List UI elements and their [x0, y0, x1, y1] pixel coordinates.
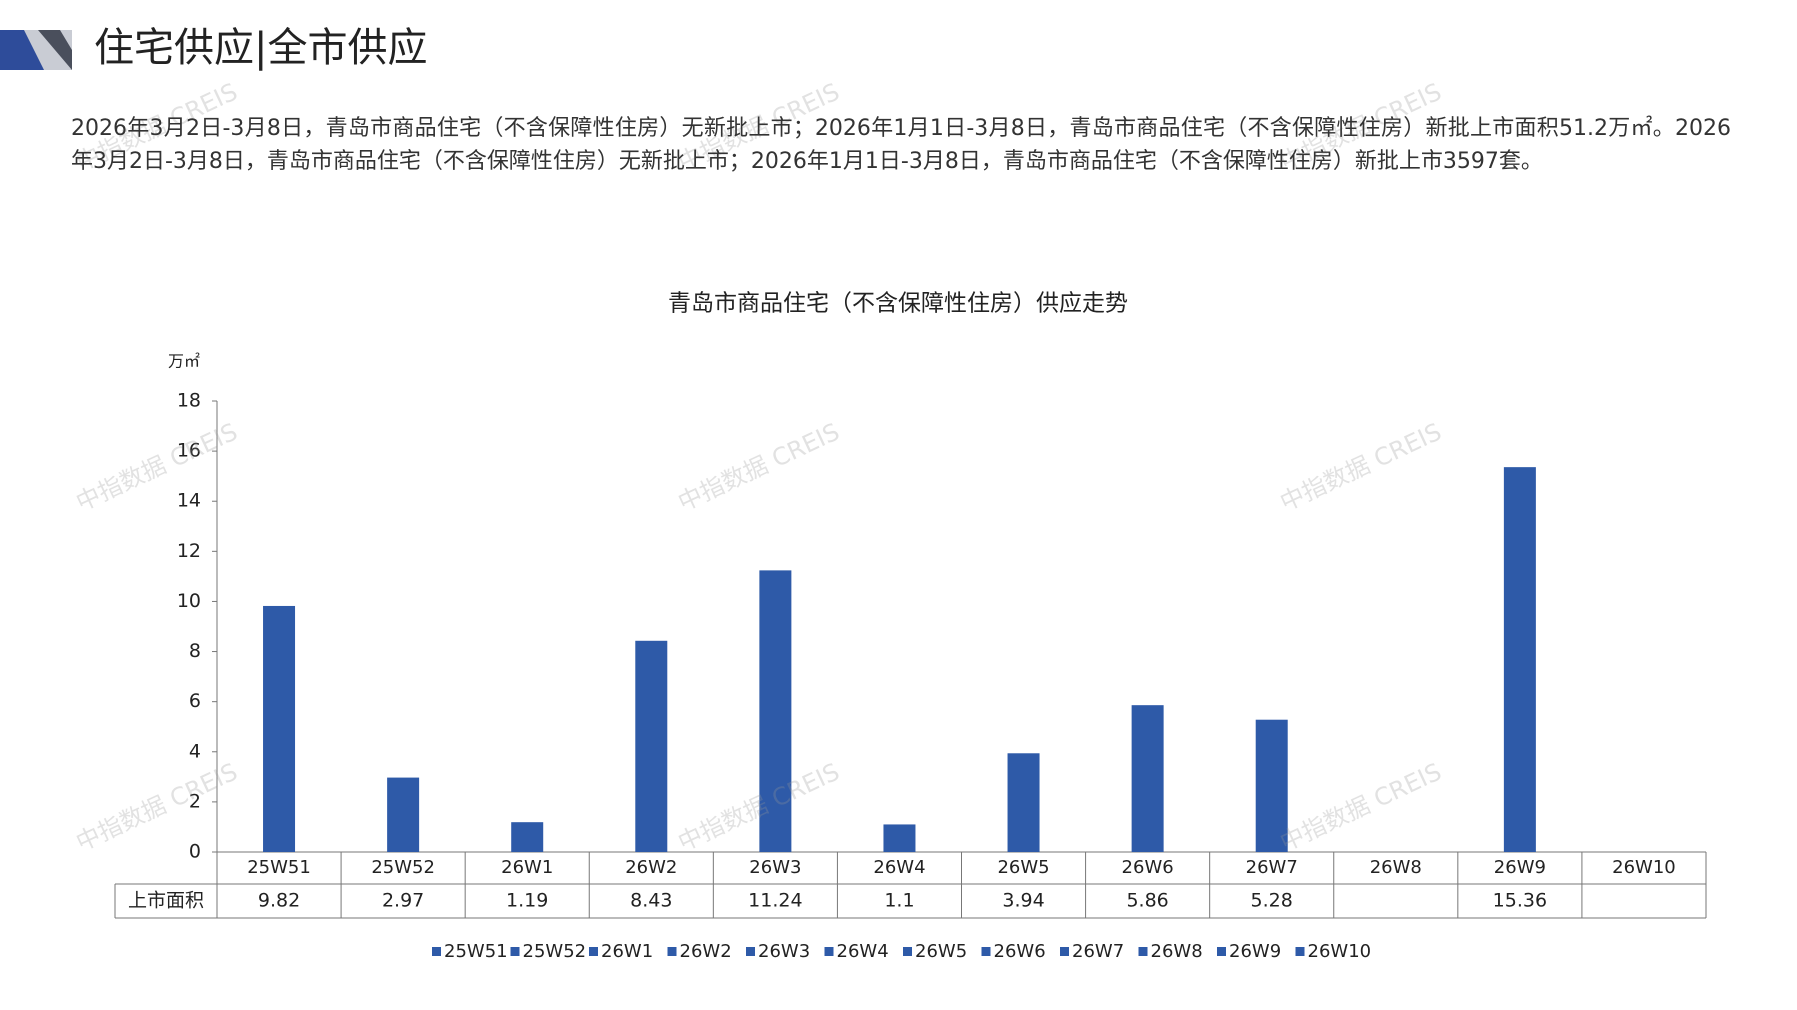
- x-tick-label: 26W8: [1370, 857, 1422, 878]
- legend-label: 26W2: [680, 941, 732, 962]
- value-label: 11.24: [748, 890, 802, 912]
- x-tick-label: 26W7: [1246, 857, 1298, 878]
- legend-label: 26W9: [1229, 941, 1281, 962]
- bar: [883, 824, 916, 852]
- value-label: 9.82: [258, 890, 300, 912]
- value-label: 15.36: [1493, 890, 1547, 912]
- x-tick-label: 25W52: [371, 857, 435, 878]
- legend-label: 26W4: [837, 941, 889, 962]
- legend-label: 26W6: [994, 941, 1046, 962]
- legend-swatch: [589, 947, 598, 956]
- summary: 2026年3月2日-3月8日，青岛市商品住宅（不含保障性住房）无新批上市；202…: [71, 116, 1731, 174]
- legend-label: 26W5: [915, 941, 967, 962]
- legend-swatch: [1217, 947, 1226, 956]
- y-tick-label: 12: [177, 540, 201, 562]
- bar: [1007, 753, 1040, 852]
- y-tick-label: 6: [189, 690, 201, 712]
- legend-swatch: [1295, 947, 1305, 956]
- x-tick-label: 26W5: [997, 857, 1049, 878]
- watermark: 中指数据 CREIS: [674, 758, 844, 857]
- x-tick-label: 26W2: [625, 857, 677, 878]
- bar: [511, 822, 544, 852]
- watermark: 中指数据 CREIS: [674, 418, 844, 517]
- y-tick-label: 2: [189, 790, 201, 812]
- legend-label: 26W3: [758, 941, 810, 962]
- legend-swatch: [667, 947, 677, 956]
- chart-title: 青岛市商品住宅（不含保障性住房）供应走势: [668, 291, 1128, 317]
- legend-label: 25W52: [523, 941, 587, 962]
- bar: [1131, 705, 1164, 852]
- value-label: 1.1: [884, 890, 914, 912]
- legend-label: 26W10: [1308, 941, 1372, 962]
- legend-swatch: [981, 947, 991, 956]
- watermark: 中指数据 CREIS: [72, 758, 242, 857]
- legend-label: 25W51: [444, 941, 508, 962]
- legend-label: 26W8: [1151, 941, 1203, 962]
- value-label: 8.43: [630, 890, 672, 912]
- table-row-label: 上市面积: [128, 890, 204, 912]
- y-tick-label: 8: [189, 640, 201, 662]
- y-tick-label: 16: [177, 440, 201, 462]
- page-title: 住宅供应|全市供应: [94, 25, 427, 71]
- value-label: 5.86: [1126, 890, 1168, 912]
- header-icon: [38, 30, 72, 70]
- x-tick-label: 26W9: [1494, 857, 1546, 878]
- y-tick-label: 0: [189, 841, 201, 863]
- value-label: 1.19: [506, 890, 548, 912]
- legend-label: 26W7: [1072, 941, 1124, 962]
- x-tick-label: 26W10: [1612, 857, 1676, 878]
- watermark: 中指数据 CREIS: [1276, 758, 1446, 857]
- legend-swatch: [510, 947, 520, 956]
- value-label: 5.28: [1251, 890, 1293, 912]
- bar: [263, 605, 296, 852]
- bar: [635, 640, 668, 852]
- x-tick-label: 26W1: [501, 857, 553, 878]
- value-label: 2.97: [382, 890, 424, 912]
- y-unit: 万㎡: [168, 352, 200, 371]
- legend-swatch: [746, 947, 755, 956]
- x-tick-label: 26W3: [749, 857, 801, 878]
- x-tick-label: 26W4: [873, 857, 925, 878]
- bar: [387, 777, 420, 852]
- watermark: 中指数据 CREIS: [1276, 418, 1446, 517]
- bar: [759, 570, 792, 852]
- legend-swatch: [824, 947, 834, 956]
- x-tick-label: 25W51: [247, 857, 311, 878]
- legend-label: 26W1: [601, 941, 653, 962]
- value-label: 3.94: [1002, 890, 1044, 912]
- x-tick-label: 26W6: [1122, 857, 1174, 878]
- y-tick-label: 4: [189, 740, 201, 762]
- watermark: 中指数据 CREIS: [72, 418, 242, 517]
- y-tick-label: 10: [177, 590, 201, 612]
- bar: [1255, 719, 1288, 852]
- y-tick-label: 14: [177, 490, 201, 512]
- legend-swatch: [903, 947, 912, 956]
- legend-swatch: [1138, 947, 1148, 956]
- legend-swatch: [432, 947, 441, 956]
- y-tick-label: 18: [177, 390, 201, 412]
- legend-swatch: [1060, 947, 1069, 956]
- bar: [1503, 467, 1536, 852]
